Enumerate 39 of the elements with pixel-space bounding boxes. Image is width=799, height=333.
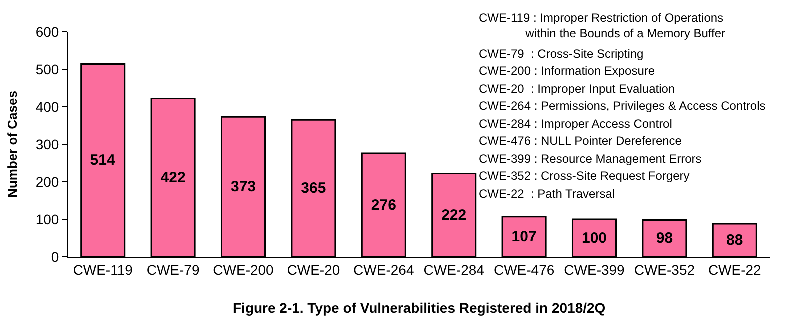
data-label: 365 [301, 180, 326, 198]
data-label: 107 [512, 228, 537, 246]
x-tick-label: CWE-352 [634, 262, 696, 278]
x-tick-label: CWE-264 [354, 262, 414, 278]
y-tick-label: 300 [36, 136, 60, 152]
annotation: CWE-476 : NULL Pointer Dereference [479, 134, 682, 148]
data-label: 373 [230, 178, 256, 196]
x-tick-label: CWE-399 [564, 262, 626, 278]
y-tick-label: 500 [36, 61, 60, 78]
y-tick-label: 100 [36, 211, 60, 228]
annotation: CWE-264 : Permissions, Privileges & Access Controls [479, 99, 766, 113]
text: Figure 2-1. Type of Vulnerabilities Registered in 2018/2Q [233, 300, 606, 316]
data-label: 222 [442, 206, 467, 224]
data-label: 422 [160, 169, 186, 186]
annotation: CWE-79 : Cross-Site Scripting [479, 47, 644, 61]
x-tick-label: CWE-284 [424, 262, 485, 278]
y-tick-label: 600 [36, 24, 60, 40]
x-tick-label: CWE-20 [287, 262, 340, 278]
annotation: CWE-284 : Improper Access Control [479, 117, 672, 131]
annotation: CWE-352 : Cross-Site Request Forgery [479, 169, 690, 183]
annotation: CWE-399 : Resource Management Errors [479, 152, 702, 166]
data-label: 98 [656, 230, 674, 248]
data-label: 100 [582, 230, 608, 247]
x-tick-label: CWE-119 [73, 262, 134, 278]
x-tick-label: CWE-200 [213, 262, 274, 278]
annotation: CWE-200 : Information Exposure [479, 64, 656, 78]
x-tick-label: CWE-22 [708, 262, 762, 278]
y-tick-label: 200 [36, 174, 60, 190]
annotation: CWE-20 : Improper Input Evaluation [479, 82, 676, 96]
annotation: CWE-119 : Improper Restriction of Operations within the Bounds of a Memory Buffer [479, 11, 726, 41]
data-label: 514 [90, 152, 116, 170]
y-tick-label: 0 [51, 248, 60, 265]
annotation: CWE-22 : Path Traversal [479, 187, 616, 201]
data-label: 88 [726, 232, 744, 249]
y-tick-label: 400 [36, 98, 60, 115]
x-tick-label: CWE-79 [146, 262, 200, 278]
x-tick-label: CWE-476 [494, 262, 555, 278]
data-label: 276 [371, 196, 396, 214]
y-axis-title: Number of Cases [4, 91, 20, 198]
